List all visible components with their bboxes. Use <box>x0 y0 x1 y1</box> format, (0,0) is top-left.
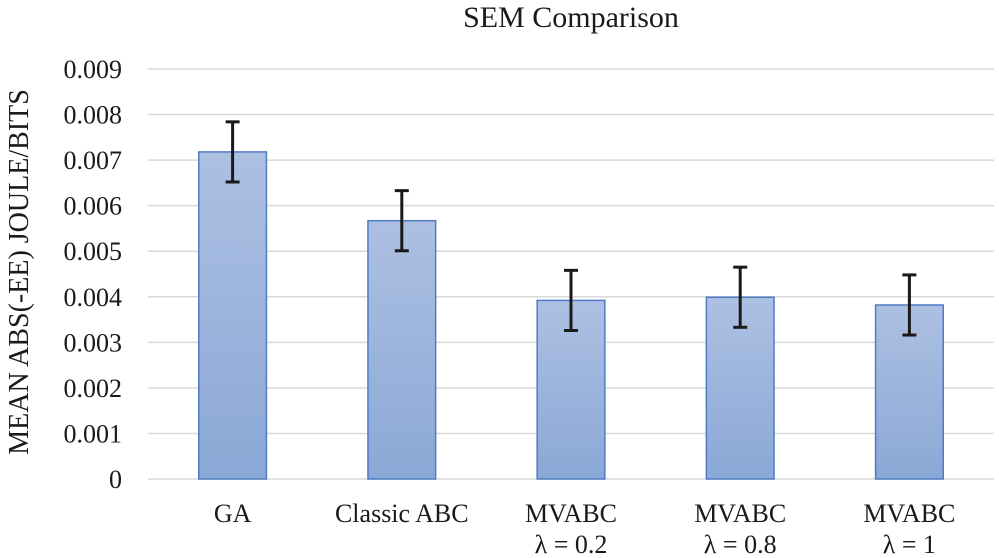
y-tick-label: 0.006 <box>64 192 123 221</box>
category-label: MVABC λ = 0.8 <box>694 499 786 558</box>
y-tick-label: 0.001 <box>64 419 123 448</box>
error-bar <box>225 120 240 184</box>
bar <box>367 219 437 480</box>
bars <box>198 151 944 480</box>
y-tick-label: 0.009 <box>64 55 123 84</box>
category-label: MVABC λ = 1 <box>863 499 955 558</box>
error-bar <box>733 265 748 329</box>
y-tick-label: 0.005 <box>64 237 123 266</box>
bar <box>536 299 606 480</box>
y-tick-labels: 0 0.001 0.002 0.003 0.004 0.005 0.006 0.007 0.00… <box>64 55 123 494</box>
y-tick-label: 0.004 <box>64 283 123 312</box>
y-tick-label: 0.002 <box>64 374 123 403</box>
category-labels: GA Classic ABC MVABC λ = 0.2 MVABC λ = 0.8 MVA… <box>214 499 956 558</box>
category-label: GA <box>214 499 252 528</box>
y-tick-label: 0 <box>109 465 122 494</box>
error-bar <box>394 189 409 253</box>
category-label: MVABC λ = 0.2 <box>525 499 617 558</box>
y-tick-label: 0.007 <box>64 146 123 175</box>
y-axis-label: MEAN ABS(-EE) JOULE/BITS <box>4 89 35 455</box>
error-bars <box>225 120 917 337</box>
y-tick-label: 0.003 <box>64 328 123 357</box>
error-bar <box>564 268 578 332</box>
category-label: Classic ABC <box>335 499 469 528</box>
error-bar <box>902 273 917 337</box>
bar <box>198 151 268 480</box>
chart-title: SEM Comparison <box>463 1 679 34</box>
y-tick-label: 0.008 <box>64 101 123 130</box>
